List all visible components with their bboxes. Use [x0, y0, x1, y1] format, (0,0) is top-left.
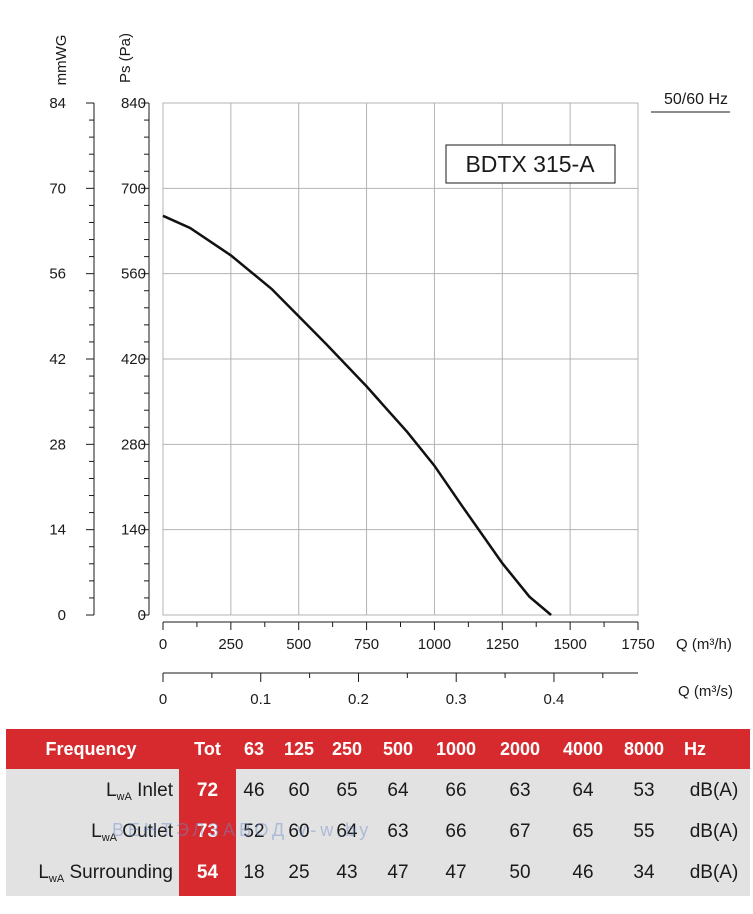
surrounding-value: 18 [243, 862, 265, 883]
pressure-curve [162, 214, 552, 616]
inlet-value: 64 [572, 780, 594, 801]
surrounding-unit: dB(A) [689, 862, 739, 883]
y-left-tick-label: 42 [49, 351, 66, 368]
surrounding-value: 25 [288, 862, 310, 883]
outlet-value: 64 [336, 821, 358, 842]
inlet-value: 64 [387, 780, 409, 801]
table-header [6, 729, 750, 769]
inlet-value: 53 [633, 780, 655, 801]
header-band: 1000 [435, 739, 477, 759]
total-column [179, 769, 236, 896]
surrounding-value: 50 [509, 862, 531, 883]
x-tick-label: 1500 [553, 636, 586, 653]
table-body [6, 769, 750, 896]
x2-axis-title: Q (m³/s) [678, 683, 733, 700]
surrounding-value: 47 [445, 862, 467, 883]
inlet-value: 66 [445, 780, 467, 801]
y-right-tick-label: 840 [121, 95, 146, 112]
y-left-axis-title: mmWG [53, 35, 70, 86]
x2-tick-label: 0.4 [544, 691, 565, 708]
y-right-tick-label: 700 [121, 180, 146, 197]
header-tot: Tot [194, 739, 221, 759]
header-band: 125 [283, 739, 315, 759]
header-band: 500 [382, 739, 414, 759]
y-right-tick-label: 420 [121, 351, 146, 368]
outlet-unit: dB(A) [689, 821, 739, 842]
x-tick-label: 500 [286, 636, 311, 653]
surrounding-value: 47 [387, 862, 409, 883]
row-label-inlet: LwA Inlet [105, 780, 173, 803]
axes [86, 102, 639, 682]
model-label: BDTX 315-A [465, 151, 595, 177]
outlet-value: 66 [445, 821, 467, 842]
x-axis-title: Q (m³/h) [676, 636, 732, 653]
y-right-tick-label: 280 [121, 436, 146, 453]
outlet-value: 55 [633, 821, 655, 842]
header-band: 250 [331, 739, 363, 759]
frequency-note: 50/60 Hz [664, 91, 728, 108]
y-left-tick-label: 28 [49, 436, 66, 453]
x-tick-label: 0 [159, 636, 167, 653]
y-left-tick-label: 70 [49, 180, 66, 197]
row-label-outlet: LwA Outlet [91, 821, 173, 844]
inlet-value: 60 [288, 780, 310, 801]
watermark: ВЕНТЭЛЗАВОД v-w.by [112, 820, 373, 840]
y-right-tick-label: 140 [121, 522, 146, 539]
inlet-value: 65 [336, 780, 358, 801]
surrounding-tot: 54 [196, 862, 219, 883]
x2-tick-label: 0 [159, 691, 167, 708]
outlet-value: 63 [387, 821, 409, 842]
outlet-value: 52 [243, 821, 265, 842]
surrounding-value: 46 [572, 862, 594, 883]
x2-tick-label: 0.1 [250, 691, 271, 708]
sound-power-table: Frequency Tot 63 125 250 500 1000 2000 4… [6, 729, 750, 896]
y-right-tick-label: 0 [138, 607, 146, 624]
header-unit: Hz [684, 739, 706, 759]
y-right-axis-title: Ps (Pa) [117, 33, 134, 83]
header-frequency-label: Frequency [45, 739, 137, 759]
outlet-value: 67 [509, 821, 531, 842]
x-tick-label: 1000 [418, 636, 451, 653]
inlet-value: 63 [509, 780, 531, 801]
y-right-tick-label: 560 [121, 266, 146, 283]
x-tick-label: 250 [218, 636, 243, 653]
y-left-tick-label: 0 [58, 607, 66, 624]
y-left-tick-label: 14 [49, 522, 66, 539]
outlet-value: 65 [572, 821, 594, 842]
header-band: 8000 [623, 739, 665, 759]
y-left-tick-label: 56 [49, 266, 66, 283]
x2-tick-label: 0.3 [446, 691, 467, 708]
x-tick-label: 1750 [621, 636, 654, 653]
x2-tick-label: 0.2 [348, 691, 369, 708]
y-left-tick-label: 84 [49, 95, 66, 112]
outlet-tot: 73 [196, 821, 219, 842]
header-band: 63 [243, 739, 265, 759]
model-label-box [445, 144, 616, 184]
inlet-unit: dB(A) [689, 780, 739, 801]
surrounding-value: 34 [633, 862, 655, 883]
header-band: 4000 [562, 739, 604, 759]
grid-lines [163, 103, 638, 615]
x-tick-label: 750 [354, 636, 379, 653]
header-band: 2000 [499, 739, 541, 759]
x-tick-label: 1250 [486, 636, 519, 653]
row-label-surrounding: LwA Surrounding [38, 862, 173, 885]
inlet-tot: 72 [196, 780, 219, 801]
inlet-value: 46 [243, 780, 265, 801]
surrounding-value: 43 [336, 862, 358, 883]
outlet-value: 60 [288, 821, 310, 842]
